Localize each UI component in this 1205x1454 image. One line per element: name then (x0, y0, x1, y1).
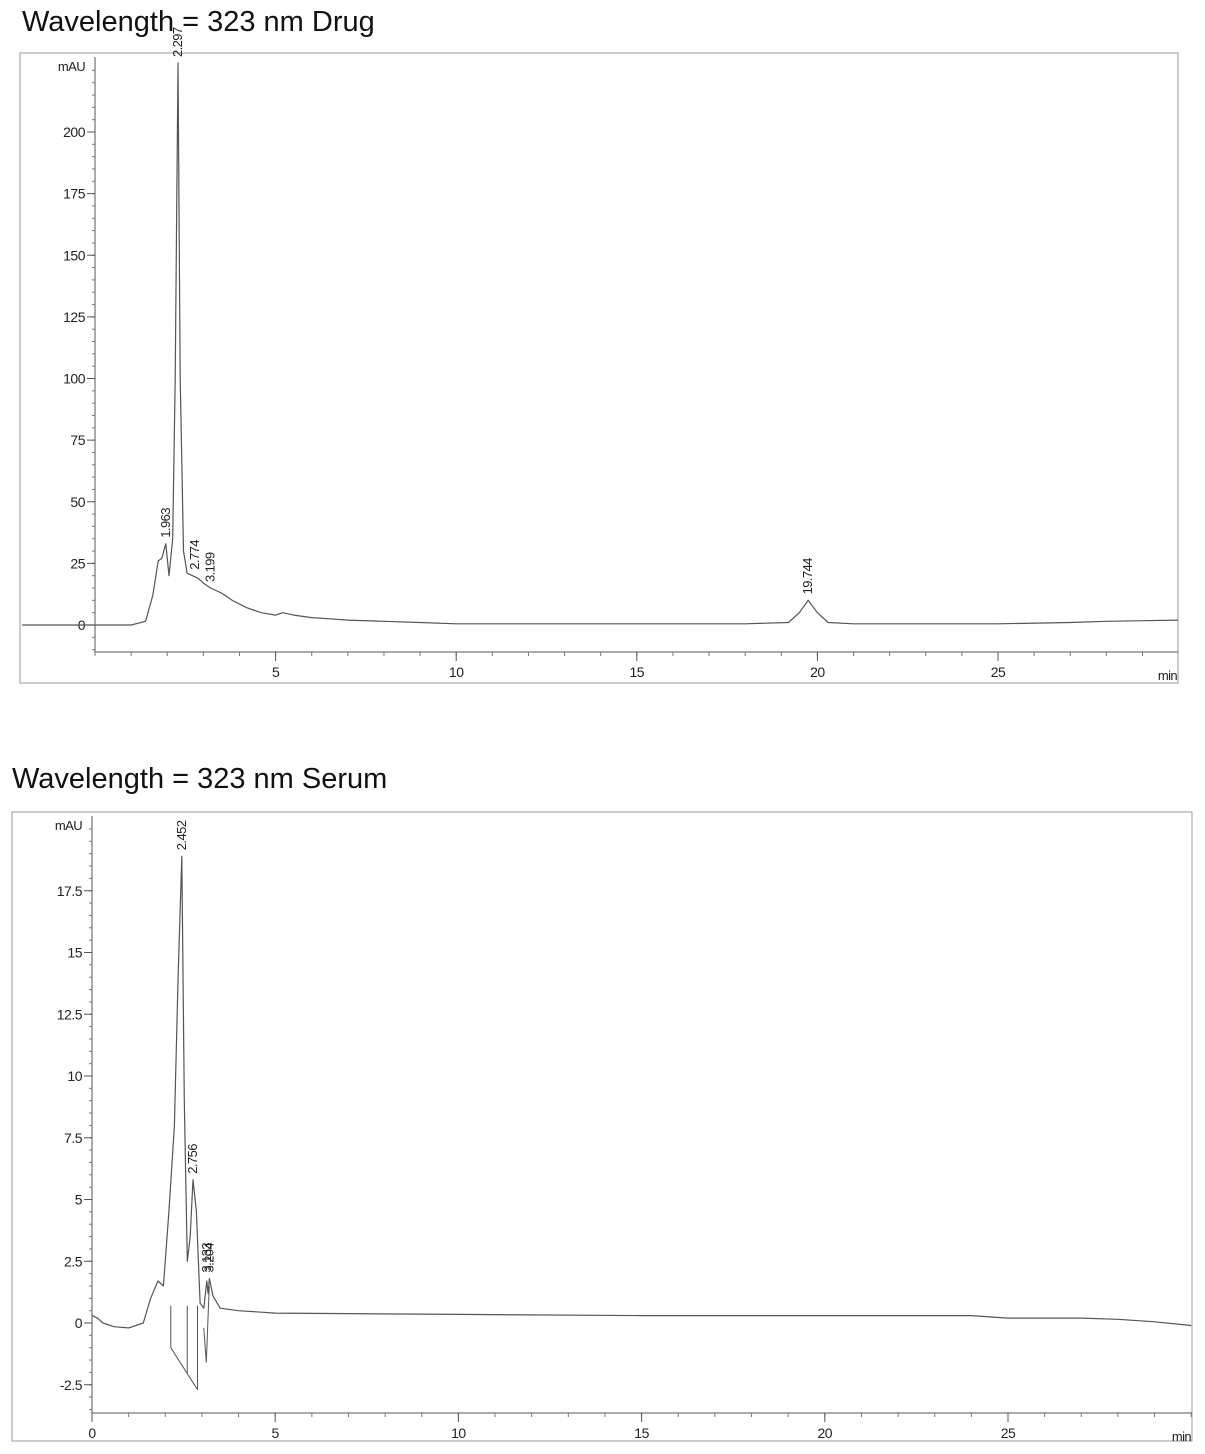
y-tick-label: 125 (63, 309, 86, 325)
y-tick-label: 10 (67, 1068, 82, 1084)
signal-trace-serum (91, 855, 1192, 1329)
x-tick-label: 15 (634, 1425, 649, 1441)
x-tick-label: 10 (449, 664, 464, 680)
y-tick-label: 25 (70, 555, 85, 571)
y-tick-label: 12.5 (57, 1006, 83, 1022)
signal-trace-drug (22, 62, 1179, 626)
peak-label: 2.756 (185, 1144, 200, 1174)
plot-frame-drug (19, 52, 1179, 684)
y-tick-label: 75 (70, 432, 85, 448)
y-axis-unit-label: mAU (55, 818, 82, 833)
x-tick-label: 20 (818, 1425, 833, 1441)
y-tick-label: 5 (75, 1192, 83, 1208)
x-tick-label: 10 (451, 1425, 466, 1441)
chart-title-drug: Wavelength = 323 nm Drug (22, 6, 375, 38)
y-tick-label: -2.5 (60, 1377, 83, 1393)
x-tick-label: 20 (810, 664, 825, 680)
plot-frame-serum (11, 811, 1193, 1442)
peak-label: 3.204 (201, 1243, 216, 1273)
peak-label: 2.297 (170, 27, 185, 57)
x-tick-label: 5 (272, 664, 280, 680)
x-tick-label: 15 (630, 664, 645, 680)
peak-label: 19.744 (800, 558, 815, 595)
baseline-line (170, 1347, 198, 1390)
x-axis-unit-label: min (1172, 1429, 1192, 1444)
x-tick-label: 25 (991, 664, 1006, 680)
x-tick-label: 25 (1001, 1425, 1016, 1441)
peak-label: 2.774 (187, 540, 202, 570)
x-tick-label: 0 (88, 1425, 96, 1441)
y-tick-label: 7.5 (64, 1130, 83, 1146)
y-tick-label: 50 (70, 494, 85, 510)
y-tick-label: 17.5 (57, 883, 83, 899)
chart-title-serum: Wavelength = 323 nm Serum (12, 763, 388, 795)
y-tick-label: 15 (67, 945, 82, 961)
peak-label: 3.199 (203, 552, 218, 582)
x-axis-unit-label: min (1158, 668, 1178, 683)
y-tick-label: 0 (75, 1315, 83, 1331)
y-tick-label: 200 (63, 124, 86, 140)
peak-label: 3.133 (199, 1243, 214, 1273)
y-tick-label: 2.5 (64, 1253, 83, 1269)
y-axis-unit-label: mAU (58, 59, 85, 74)
y-tick-label: 100 (63, 371, 86, 387)
y-tick-label: 150 (63, 247, 86, 263)
peak-label: 1.963 (158, 508, 173, 538)
drop-line (203, 1285, 210, 1363)
x-tick-label: 5 (272, 1425, 280, 1441)
peak-label: 2.452 (174, 820, 189, 850)
y-tick-label: 175 (63, 186, 86, 202)
